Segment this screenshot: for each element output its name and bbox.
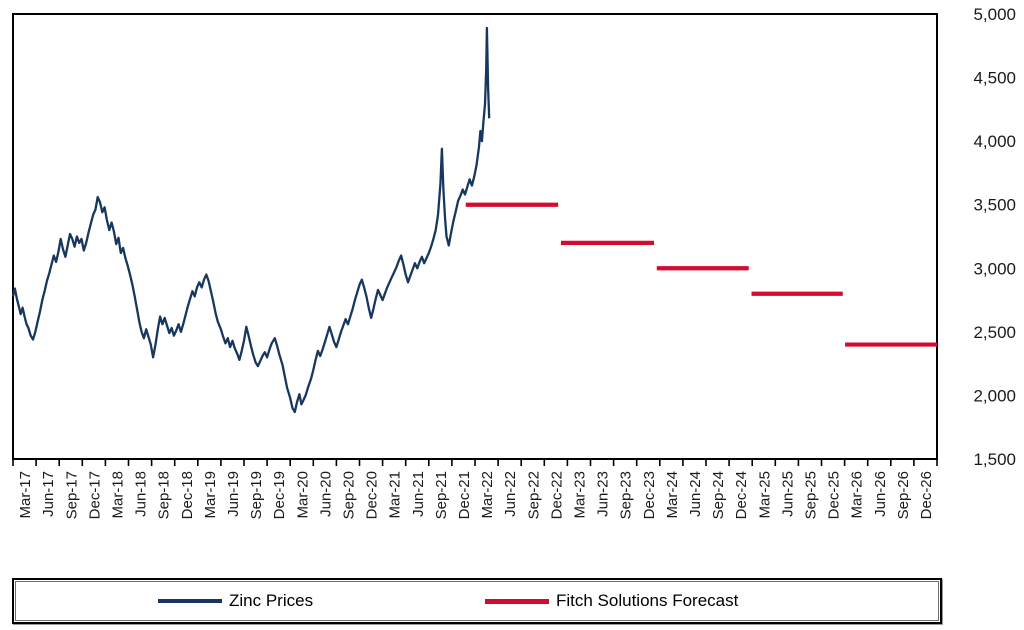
x-tick-label: Mar-24 [664, 471, 681, 519]
x-tick-label: Mar-26 [849, 471, 866, 519]
x-tick-label: Jun-26 [872, 471, 889, 517]
plot-border [12, 13, 938, 460]
x-tick-label: Sep-19 [248, 471, 265, 519]
y-axis-labels: 5,000 4,500 4,000 3,500 3,000 2,500 2,000 1,500 [973, 5, 1016, 469]
x-tick-label: Sep-22 [525, 471, 542, 519]
x-tick-label: Dec-21 [456, 471, 473, 519]
x-tick-label: Dec-20 [364, 471, 381, 519]
legend-inner-border [15, 581, 939, 621]
y-tick-label: 2,500 [973, 323, 1016, 342]
x-tick-label: Jun-22 [502, 471, 519, 517]
x-tick-label: Dec-23 [641, 471, 658, 519]
x-tick-label: Mar-21 [387, 471, 404, 519]
x-tick-label: Dec-24 [733, 471, 750, 519]
x-tick-label: Sep-25 [802, 471, 819, 519]
x-tick-label: Mar-23 [571, 471, 588, 519]
x-tick-label: Sep-21 [433, 471, 450, 519]
x-tick-label: Jun-19 [225, 471, 242, 517]
x-tick-label: Dec-22 [548, 471, 565, 519]
y-tick-label: 4,000 [973, 132, 1016, 151]
x-tick-label: Sep-18 [156, 471, 173, 519]
forecast-line-swatch-icon [485, 598, 549, 604]
x-tick-label: Mar-22 [479, 471, 496, 519]
x-tick-label: Mar-20 [294, 471, 311, 519]
x-tick-label: Sep-20 [340, 471, 357, 519]
y-tick-label: 3,500 [973, 196, 1016, 215]
x-tick-label: Sep-17 [63, 471, 80, 519]
x-tick-label: Jun-24 [687, 471, 704, 517]
x-tick-label: Sep-23 [618, 471, 635, 519]
x-tick-label: Sep-24 [710, 471, 727, 519]
x-axis-ticks [12, 459, 938, 466]
legend-label-fitch-forecast: Fitch Solutions Forecast [556, 591, 739, 610]
x-tick-label: Jun-20 [317, 471, 334, 517]
legend: Zinc Prices Fitch Solutions Forecast [12, 578, 942, 624]
x-tick-label: Dec-26 [918, 471, 935, 519]
x-tick-label: Sep-26 [895, 471, 912, 519]
y-tick-label: 5,000 [973, 5, 1016, 24]
x-axis-labels: Mar-17 Jun-17 Sep-17 Dec-17 Mar-18 Jun-18 Sep-… [17, 471, 935, 519]
x-tick-label: Dec-18 [179, 471, 196, 519]
legend-entry-fitch-forecast: Fitch Solutions Forecast [485, 580, 738, 622]
x-tick-label: Dec-19 [271, 471, 288, 519]
x-tick-label: Mar-25 [756, 471, 773, 519]
x-tick-label: Dec-25 [826, 471, 843, 519]
zinc-line-swatch-icon [158, 599, 222, 603]
y-tick-label: 1,500 [973, 450, 1016, 469]
x-tick-label: Jun-17 [40, 471, 57, 517]
x-tick-label: Jun-18 [133, 471, 150, 517]
x-tick-label: Jun-21 [410, 471, 427, 517]
y-tick-label: 4,500 [973, 69, 1016, 88]
y-tick-label: 2,000 [973, 386, 1016, 405]
legend-entry-zinc-prices: Zinc Prices [158, 580, 313, 622]
zinc-prices-line [11, 26, 491, 414]
x-tick-label: Mar-19 [202, 471, 219, 519]
x-tick-label: Dec-17 [86, 471, 103, 519]
y-tick-label: 3,000 [973, 259, 1016, 278]
legend-label-zinc-prices: Zinc Prices [229, 591, 314, 610]
forecast-segments [465, 202, 937, 347]
x-tick-label: Jun-23 [595, 471, 612, 517]
x-tick-label: Mar-17 [17, 471, 34, 519]
x-tick-label: Jun-25 [779, 471, 796, 517]
x-tick-label: Mar-18 [109, 471, 126, 519]
